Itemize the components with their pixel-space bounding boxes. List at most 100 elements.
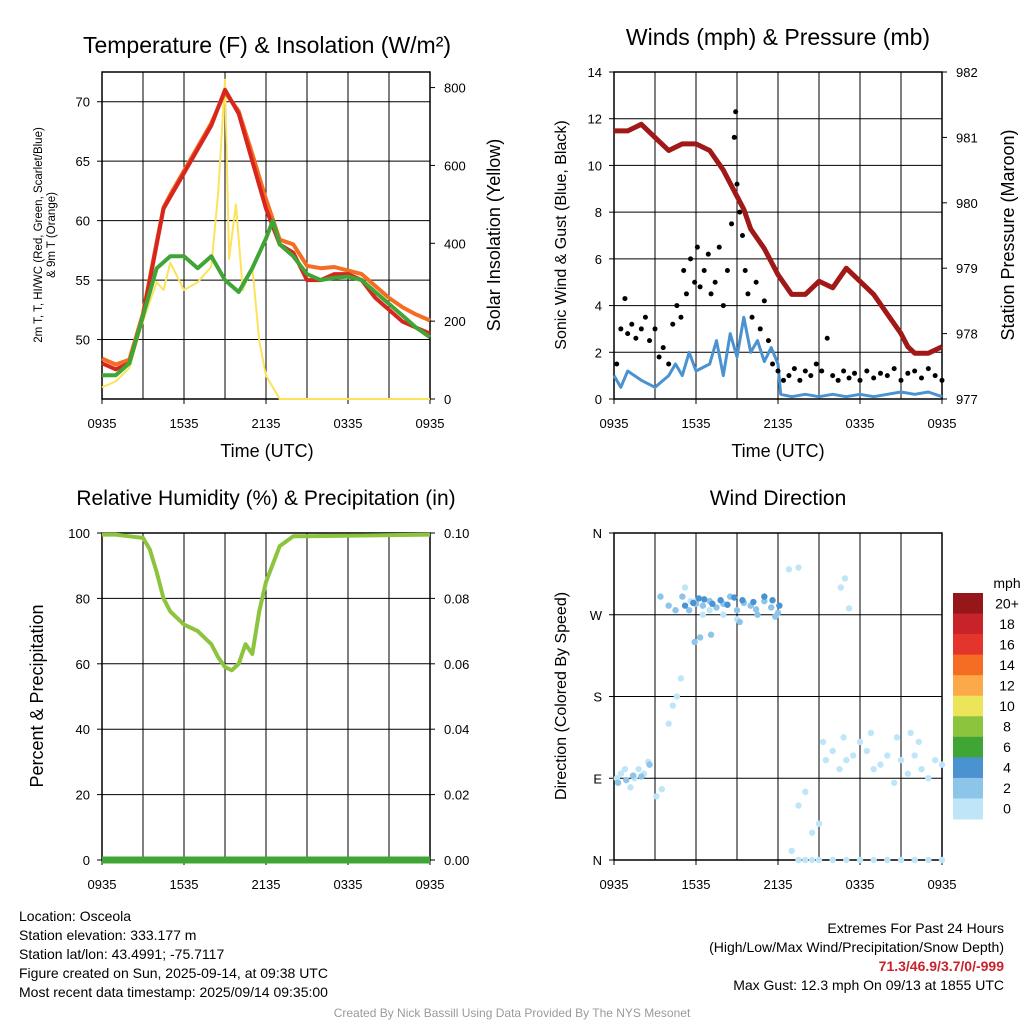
gust-point [749, 314, 755, 320]
direction-point [867, 729, 875, 737]
rh-y2tick-label: 0.02 [444, 788, 469, 803]
direction-point [829, 747, 836, 755]
gust-point [864, 368, 870, 374]
direction-point [646, 761, 653, 768]
direction-point [690, 599, 697, 607]
direction-point [776, 602, 783, 609]
gust-point [898, 377, 904, 383]
wind-y2tick-label: 977 [956, 392, 978, 407]
legend-swatch [953, 593, 983, 615]
direction-point [911, 856, 918, 864]
direction-point [672, 607, 679, 614]
rh-xtick-label: 0935 [416, 877, 445, 892]
wind-ytick-label: 0 [595, 392, 602, 407]
credit-line: Created By Nick Bassill Using Data Provi… [333, 1006, 691, 1020]
dir-xtick-label: 0935 [928, 877, 957, 892]
gust-point [912, 368, 918, 374]
direction-point [713, 604, 720, 611]
temp-y2tick-label: 400 [444, 236, 466, 251]
humidity-panel: Relative Humidity (%) & Precipitation (i… [27, 487, 469, 892]
gust-point [737, 209, 743, 215]
speed-legend: 20+ 18 16 14 12 10 8 6 4 2 0 [953, 593, 1019, 820]
direction-point [785, 566, 793, 573]
direction-point [635, 765, 642, 773]
temp-ytick-label: 65 [76, 154, 90, 169]
wind-xtick-label: 0935 [928, 416, 957, 431]
winds-xlabel: Time (UTC) [731, 441, 824, 461]
direction-point [840, 734, 847, 741]
winds-ylabel: Sonic Wind & Gust (Blue, Black) [553, 120, 570, 349]
gust-point [678, 314, 684, 320]
legend-label: 20+ [995, 595, 1019, 611]
legend-swatch [953, 716, 983, 738]
extremes-heading: Extremes For Past 24 Hours [827, 920, 1004, 936]
gust-point [841, 368, 847, 374]
direction-point [877, 761, 884, 768]
extremes-box: Extremes For Past 24 Hours (High/Low/Max… [709, 919, 1004, 995]
direction-point [691, 638, 698, 646]
temp-xtick-label: 0935 [88, 416, 117, 431]
gust-point [786, 373, 792, 379]
direction-point [843, 756, 850, 764]
direction-point [870, 856, 877, 864]
direction-point [709, 600, 716, 608]
direction-point [819, 738, 827, 746]
rh-ytick-label: 0 [83, 853, 90, 868]
gust-point [629, 321, 635, 327]
figure-created: Figure created on Sun, 2025-09-14, at 09… [19, 965, 328, 981]
direction-point [736, 618, 743, 626]
wind-y2tick-label: 979 [956, 261, 978, 276]
gust-point [652, 326, 658, 332]
station-latlon: Station lat/lon: 43.4991; -75.7117 [19, 946, 225, 962]
direction-point [665, 720, 672, 727]
rh-y2tick-label: 0.04 [444, 722, 469, 737]
legend-label: 10 [999, 698, 1015, 714]
direction-point [893, 734, 901, 741]
direction-panel: Wind Direction Direction (Colored By Spe… [553, 487, 1021, 892]
wind-ytick-label: 4 [595, 299, 602, 314]
wind-xtick-label: 2135 [764, 416, 793, 431]
pressure-ylabel: Station Pressure (Maroon) [998, 129, 1018, 340]
direction-point [614, 779, 622, 786]
temp-xtick-label: 1535 [170, 416, 199, 431]
temp-ytick-label: 70 [76, 95, 90, 110]
gust-point [731, 134, 737, 140]
temp-y2tick-label: 600 [444, 158, 466, 173]
series-sonic-wind [612, 315, 943, 399]
gust-point [688, 256, 694, 262]
gust-point [705, 251, 711, 257]
direction-point [843, 856, 850, 864]
gust-point [919, 375, 924, 381]
temp-ytick-label: 50 [76, 333, 90, 348]
direction-point [815, 856, 823, 864]
gust-point [642, 314, 648, 320]
series-solar-insolation-yellow- [101, 78, 430, 400]
temp-y2tick-label: 200 [444, 314, 466, 329]
wind-ytick-label: 10 [588, 158, 602, 173]
gust-point [813, 361, 819, 367]
gust-point [647, 338, 653, 344]
temp-y2tick-label: 800 [444, 81, 466, 96]
gust-point [660, 345, 666, 351]
gust-point [683, 291, 689, 297]
temperature-title: Temperature (F) & Insolation (W/m²) [83, 32, 451, 58]
gust-point [757, 326, 763, 332]
direction-point [897, 756, 905, 764]
direction-point [720, 611, 727, 618]
direction-title: Wind Direction [710, 487, 847, 510]
direction-point [707, 631, 715, 638]
gust-point [770, 361, 776, 367]
direction-point [795, 856, 802, 864]
series-t-green- [102, 218, 432, 378]
speed-legend-title: mph [993, 575, 1020, 591]
gust-point [857, 377, 863, 383]
gust-point [835, 377, 841, 383]
extremes-values: 71.3/46.9/3.7/0/-999 [878, 958, 1004, 974]
direction-point [772, 613, 779, 620]
gust-point [830, 373, 836, 379]
dir-ytick-label: E [593, 771, 602, 786]
direction-point [822, 756, 830, 764]
rh-y2tick-label: 0.10 [444, 526, 469, 541]
gust-point [884, 373, 890, 379]
gust-point [633, 335, 639, 341]
